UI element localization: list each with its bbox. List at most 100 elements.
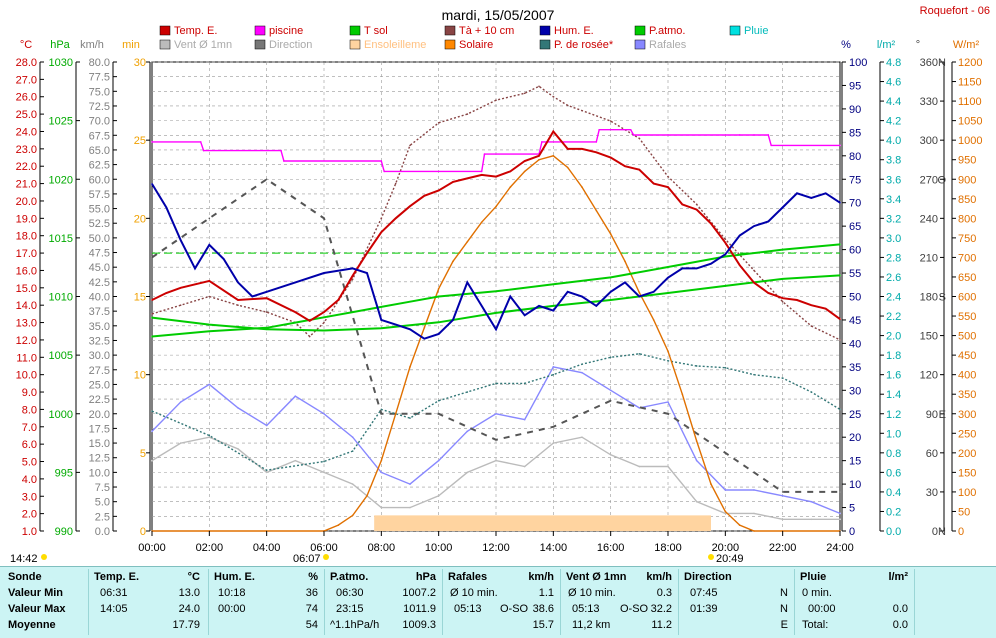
point-t-sol — [839, 243, 841, 246]
compass-label: N — [938, 57, 946, 69]
series-piscine — [152, 128, 840, 173]
point-temp-e — [366, 252, 368, 254]
pressure-tick-label: 1030 — [49, 57, 73, 69]
point-piscine — [280, 149, 282, 152]
temp-min-time: 06:31 — [100, 587, 128, 599]
gust-max-dir: O-SO — [500, 603, 529, 615]
point-temp-e — [638, 168, 641, 171]
hum-min-time: 10:18 — [218, 587, 246, 599]
rain-tick-label: 2.0 — [886, 331, 901, 343]
point-hum-e — [495, 328, 497, 331]
point-piscine — [839, 144, 841, 147]
point-p-de-ros-e — [323, 460, 325, 463]
series-layer — [151, 85, 841, 532]
humidity-tick-label: 55 — [849, 268, 861, 280]
point-rafales — [523, 418, 526, 421]
point-hum-e — [523, 314, 526, 317]
point-t-10-cm — [695, 203, 698, 206]
point-p-de-ros-e — [351, 450, 354, 452]
series-hum-e — [151, 183, 841, 340]
point-t-10-cm — [179, 304, 182, 306]
point-vent-1mn — [380, 506, 383, 509]
point-solaire — [380, 459, 383, 462]
point-t-10-cm — [839, 339, 841, 341]
point-p-de-ros-e — [581, 363, 583, 366]
point-vent-1mn — [552, 442, 555, 444]
point-vent-1mn — [294, 459, 297, 462]
point-temp-e — [523, 160, 526, 162]
temp-tick-label: 3.0 — [22, 491, 37, 503]
dir-header: Direction — [684, 571, 732, 583]
compass-label: S — [939, 292, 946, 304]
rain-tick-label: 0.8 — [886, 448, 901, 460]
temp-tick-label: 20.0 — [16, 196, 37, 208]
direction-tick-label: 150 — [920, 331, 938, 343]
point-hum-e — [753, 225, 755, 227]
point-p-atmo — [839, 274, 841, 277]
point-piscine — [738, 134, 741, 136]
point-solaire — [695, 440, 698, 442]
chart-title: mardi, 15/05/2007 — [442, 7, 555, 23]
point-rafales — [810, 500, 813, 503]
temp-tick-label: 12.0 — [16, 335, 37, 347]
point-temp-e — [624, 165, 626, 168]
rain-tick-label: 3.8 — [886, 155, 901, 167]
point-vent-1mn — [351, 483, 354, 485]
point-vent-1mn — [638, 465, 641, 468]
point-t-sol — [265, 326, 268, 329]
wind-tick-label: 70.0 — [89, 116, 110, 128]
point-solaire — [423, 326, 426, 329]
rain-tick-label: 1.8 — [886, 350, 901, 362]
row-label-avg: Moyenne — [8, 619, 56, 631]
point-temp-e — [824, 307, 827, 310]
point-p-atmo — [609, 299, 612, 301]
point-vent-1mn — [839, 518, 841, 521]
dir-min-time: 07:45 — [690, 587, 718, 599]
point-solaire — [638, 291, 641, 294]
point-solaire — [538, 158, 540, 161]
point-temp-e — [796, 299, 798, 301]
legend-swatch — [254, 25, 266, 36]
point-hum-e — [566, 291, 569, 293]
sunshine-tick-label: 30 — [134, 57, 146, 69]
point-rafales — [839, 512, 841, 515]
point-hum-e — [581, 295, 583, 298]
wind-tick-label: 62.5 — [89, 160, 110, 172]
temp-avg: 17.79 — [172, 619, 200, 631]
point-t-10-cm — [552, 95, 555, 98]
solar-unit-label: W/m² — [953, 39, 980, 51]
point-hum-e — [681, 267, 684, 270]
point-p-de-ros-e — [523, 382, 526, 385]
x-tick-label: 08:00 — [368, 542, 396, 554]
point-solaire — [552, 155, 555, 157]
temp-tick-label: 19.0 — [16, 213, 37, 225]
wind-min: 0.3 — [656, 587, 672, 599]
rain-tick-label: 0.0 — [886, 526, 901, 538]
point-direction — [265, 178, 268, 181]
sunshine-tick-label: 10 — [134, 370, 146, 382]
rain-tick-label: 2.2 — [886, 311, 901, 323]
point-p-atmo — [323, 329, 325, 332]
point-temp-e — [265, 297, 268, 300]
axes: 1.0 2.0 3.0 4.0 5.0 6.0 7.0 8.0 9.0 10.0 11.0 12.0 1… — [16, 39, 983, 538]
humidity-tick-label: 50 — [849, 292, 861, 304]
point-piscine — [541, 141, 543, 143]
point-solaire — [509, 186, 512, 188]
rain-tick-label: 2.4 — [886, 292, 901, 304]
direction-tick-label: 210 — [920, 252, 938, 264]
point-hum-e — [695, 267, 698, 270]
humidity-tick-label: 95 — [849, 80, 861, 92]
point-p-de-ros-e — [552, 373, 555, 376]
rain-tick-label: 1.4 — [886, 389, 901, 401]
point-solaire — [351, 514, 354, 517]
legend-swatch — [539, 39, 551, 50]
point-solaire — [437, 287, 440, 290]
point-hum-e — [796, 192, 798, 195]
point-t-10-cm — [581, 109, 583, 112]
point-temp-e — [810, 304, 813, 306]
point-rafales — [724, 489, 727, 491]
point-direction — [609, 399, 612, 402]
press-header: P.atmo. — [330, 571, 369, 583]
sunshine-tick-label: 0 — [140, 526, 146, 538]
point-t-sol — [380, 306, 383, 308]
